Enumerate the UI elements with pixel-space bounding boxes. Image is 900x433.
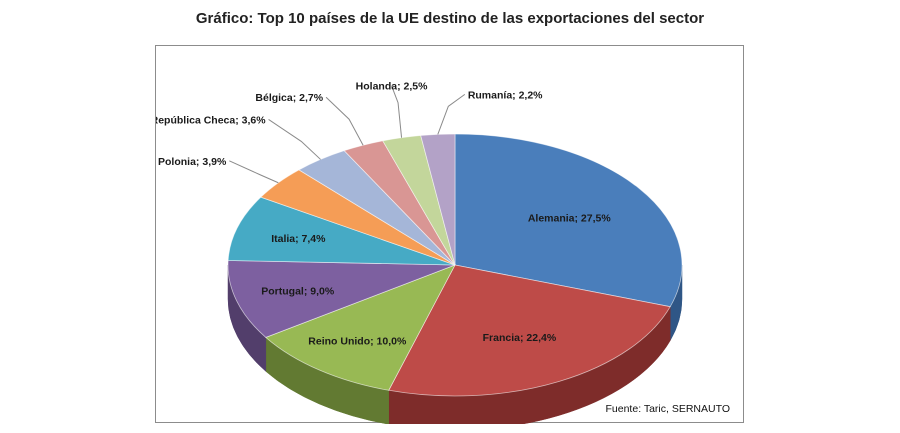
slice-label-holanda: Holanda; 2,5% (356, 81, 428, 93)
slice-label-portugal: Portugal; 9,0% (261, 286, 335, 298)
source-note: Fuente: Taric, SERNAUTO (605, 403, 731, 415)
slice-label-reino-unido: Reino Unido; 10,0% (308, 336, 407, 348)
slice-label-italia: Italia; 7,4% (271, 233, 326, 245)
slice-label-alemania: Alemania; 27,5% (528, 213, 612, 225)
pie-slice-portugal (227, 260, 456, 338)
pie-slice-italia (227, 196, 456, 266)
pie-slice-alemania (454, 133, 683, 308)
pie-chart: Alemania; 27,5% Francia; 22,4% Reino Unido… (156, 81, 683, 424)
slice-label-francia: Francia; 22,4% (483, 332, 557, 344)
slice-label-polonia: Polonia; 3,9% (158, 156, 227, 168)
chart-title: Gráfico: Top 10 países de la UE destino … (195, 10, 705, 27)
leader-line-republica-checa (268, 119, 321, 160)
leader-line-rumania (437, 93, 466, 135)
chart-frame: Alemania; 27,5% Francia; 22,4% Reino Unido… (155, 45, 744, 424)
pie-slice-reino-unido (265, 264, 456, 391)
slice-label-belgica: Bélgica; 2,7% (255, 92, 323, 104)
pie-slice-francia (388, 264, 671, 397)
leader-line-polonia (229, 160, 279, 184)
slice-label-rumania: Rumanía; 2,2% (468, 89, 543, 101)
leader-line-belgica (325, 96, 364, 146)
slice-label-republica-checa: República Checa; 3,6% (156, 114, 266, 126)
leader-line-holanda (391, 85, 403, 138)
